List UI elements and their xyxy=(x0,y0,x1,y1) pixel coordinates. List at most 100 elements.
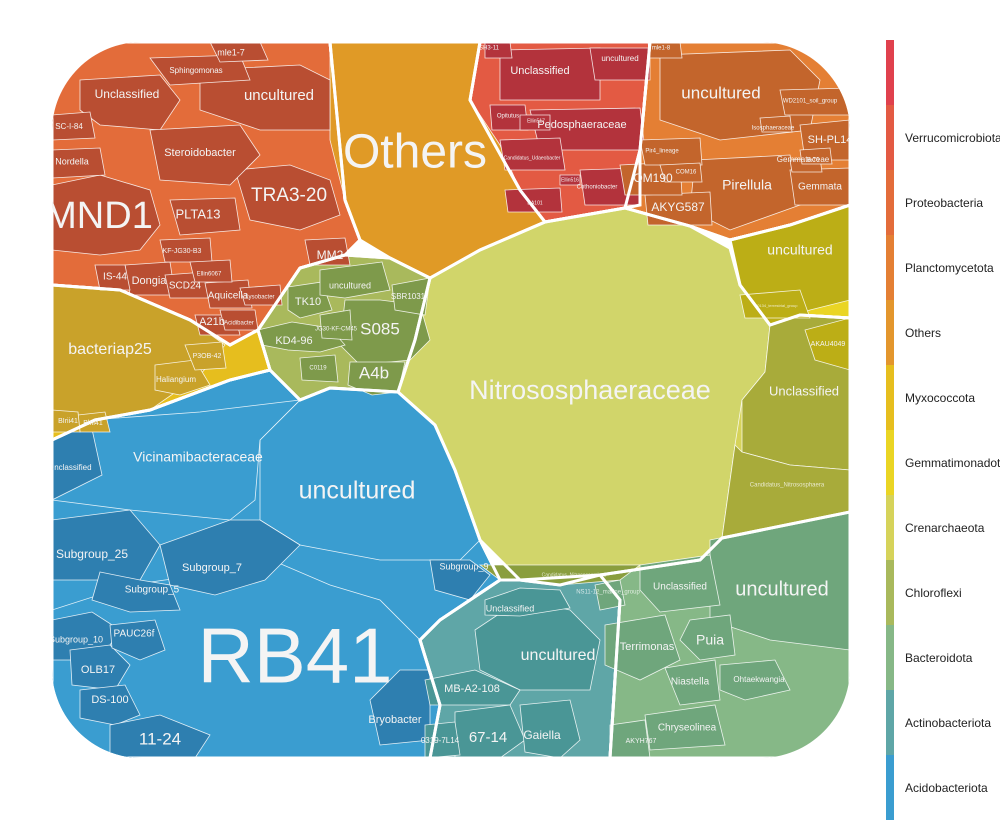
legend-swatch xyxy=(886,105,894,170)
cell-label: P3OB-42 xyxy=(193,353,222,360)
cell-actinobacteriota-18 xyxy=(484,587,571,617)
legend-swatch xyxy=(886,430,894,495)
cell-label: Isosphaeraceae xyxy=(752,126,795,132)
cell-label: Gemmata xyxy=(798,182,842,193)
cell-label: Ohtaekwangia xyxy=(733,675,785,684)
legend: Verrucomicrobiota Proteobacteria Planctomy… xyxy=(880,40,1000,820)
cell-myxococcota-45 xyxy=(52,409,81,433)
cell-label: Blrii41 xyxy=(83,420,103,427)
cell-label: MM2 xyxy=(317,248,344,262)
cell-gemmatimonadota-48 xyxy=(739,289,811,319)
cell-label: B-70 xyxy=(807,158,820,164)
cell-verrucomicrobiota-76 xyxy=(484,42,513,59)
cell-chloroflexi-38 xyxy=(319,309,353,341)
cell-proteobacteria-63 xyxy=(204,279,253,309)
legend-label: Chloroflexi xyxy=(905,586,962,600)
legend-label: Actinobacteriota xyxy=(905,716,992,730)
cell-verrucomicrobiota-71 xyxy=(589,47,651,81)
cell-label: SC-I-84 xyxy=(55,122,83,131)
cell-label: Subgroup_10 xyxy=(49,634,103,644)
cell-label: KF-JG30-B3 xyxy=(163,248,202,255)
cell-planctomycetota-92 xyxy=(799,147,833,165)
cell-label: uncultured xyxy=(601,54,638,63)
cell-label: Nordella xyxy=(55,156,89,166)
cell-label: S0134_terrestrial_group xyxy=(755,303,799,308)
cell-label: SCD24 xyxy=(169,281,202,292)
legend-label: Bacteroidota xyxy=(905,651,973,665)
cell-label: Terrimonas xyxy=(620,641,675,653)
cell-proteobacteria-57 xyxy=(52,147,106,179)
cell-label: WD2101_soil_group xyxy=(783,99,838,105)
cell-label: uncultured xyxy=(244,87,314,104)
cell-verrucomicrobiota-70 xyxy=(499,47,601,101)
cell-acidobacteriota-13 xyxy=(79,684,141,726)
legend-swatch xyxy=(886,170,894,235)
legend-label: Crenarchaeota xyxy=(905,521,985,535)
cell-label: S085 xyxy=(360,319,400,338)
cell-label: Subgroup_7 xyxy=(182,562,242,574)
cell-label: COM16 xyxy=(676,170,697,176)
cell-chloroflexi-32 xyxy=(339,299,431,366)
cell-label: Lysobacter xyxy=(245,295,274,301)
legend-label: Gemmatimonadota xyxy=(905,456,1000,470)
cell-bacteroidota-24 xyxy=(639,554,721,613)
cell-label: 67-14 xyxy=(469,729,507,746)
cell-bacteroidota-28 xyxy=(719,659,791,701)
legend-item: Acidobacteriota xyxy=(880,755,1000,820)
cell-label: BIrii41 xyxy=(58,418,78,425)
cell-label: Gaiella xyxy=(523,728,561,742)
cell-label: mle1-8 xyxy=(652,46,671,52)
phylum-boundary xyxy=(418,573,622,758)
legend-label: Others xyxy=(905,326,942,340)
cell-label: Subgroup_9 xyxy=(439,561,488,571)
cell-bacteroidota-25 xyxy=(679,614,736,661)
cell-label: Acidibacter xyxy=(224,321,254,327)
cell-label: MND1 xyxy=(45,195,153,237)
cell-label: Chthoniobacter xyxy=(577,185,618,191)
treemap-labels: Nitrososphaeraceae Unclassified Candidatus… xyxy=(45,46,853,749)
cell-verrucomicrobiota-74 xyxy=(499,137,566,171)
legend-label: Acidobacteriota xyxy=(905,781,988,795)
cell-proteobacteria-68 xyxy=(189,259,233,283)
legend-item: Others xyxy=(880,300,1000,365)
cell-acidobacteriota-16 xyxy=(429,559,491,601)
treemap-cells xyxy=(52,42,850,758)
cell-label: Chryseolinea xyxy=(658,723,717,734)
cell-label: 0319-7L14 xyxy=(421,736,460,745)
cell-label: TRA3-20 xyxy=(251,185,327,206)
cell-label: Unclassified xyxy=(95,87,160,101)
cell-label: SBR1031 xyxy=(391,292,426,301)
legend-label: Myxococcota xyxy=(905,391,976,405)
cell-myxococcota-43 xyxy=(184,341,227,371)
cell-label: Niastella xyxy=(671,677,710,688)
cell-label: bacteriap25 xyxy=(68,341,152,358)
cell-planctomycetota-85 xyxy=(789,167,850,206)
cell-crenarchaeota-2 xyxy=(721,444,850,539)
legend-swatch xyxy=(886,690,894,755)
cell-label: SH3-11 xyxy=(479,46,500,52)
legend-item: Chloroflexi xyxy=(880,560,1000,625)
cell-label: DA101 xyxy=(527,200,543,206)
cell-label: uncultured xyxy=(767,242,832,258)
legend-item: Gemmatimonadota xyxy=(880,430,1000,495)
cell-proteobacteria-69 xyxy=(239,284,283,306)
cell-chloroflexi-37 xyxy=(391,277,431,316)
cell-label: Pedosphaeraceae xyxy=(537,119,626,131)
cell-acidobacteriota-5 xyxy=(52,399,302,521)
legend-swatch xyxy=(886,365,894,430)
legend-swatch xyxy=(886,625,894,690)
cell-label: A4b xyxy=(359,363,389,382)
cell-label: KD4-96 xyxy=(275,335,312,347)
cell-planctomycetota-86 xyxy=(779,87,850,116)
cell-label: JG30-KF-CM45 xyxy=(315,327,358,333)
cell-label: 11-24 xyxy=(139,729,181,748)
legend-swatch xyxy=(886,40,894,105)
cell-chloroflexi-36 xyxy=(319,261,391,299)
cell-label: Unclassified xyxy=(653,582,707,593)
cell-label: SH-PL14 xyxy=(808,134,853,146)
cell-label: Candidatus_Nitrososphaera xyxy=(750,483,825,489)
cell-label: uncultured xyxy=(329,280,371,290)
cell-label: Gemmataceae xyxy=(777,155,830,164)
cell-verrucomicrobiota-78 xyxy=(519,114,551,131)
cell-label: Aquicella xyxy=(208,291,249,302)
